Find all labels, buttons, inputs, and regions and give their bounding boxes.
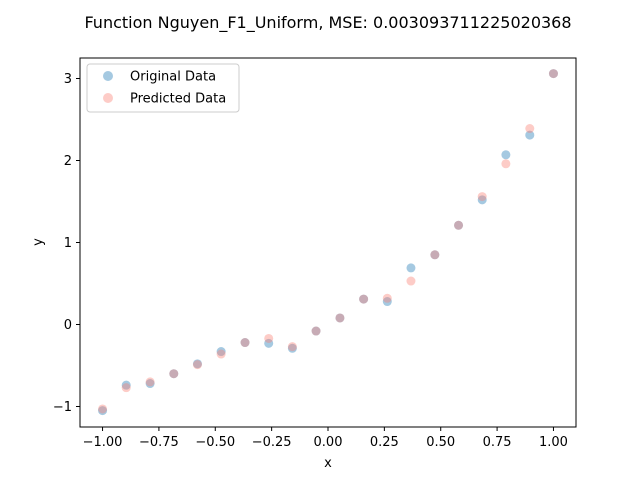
x-tick-label: −0.75 [139, 435, 179, 450]
predicted-data-point [169, 369, 179, 379]
original-data-point [477, 195, 487, 205]
original-data-point [264, 338, 274, 348]
legend-marker-original [103, 71, 113, 81]
y-tick-label: 1 [64, 236, 72, 251]
legend-box [86, 63, 240, 113]
series-predicted-data [98, 69, 558, 414]
y-axis-label: y [31, 238, 46, 246]
legend-label-predicted: Predicted Data [130, 92, 226, 107]
original-data-point [169, 369, 179, 379]
x-tick-label: −0.25 [252, 435, 292, 450]
x-tick-label: 0.00 [314, 435, 343, 450]
plot-marks [98, 69, 558, 416]
x-tick-label: 0.25 [370, 435, 399, 450]
legend-marker-predicted [103, 93, 113, 103]
chart-title: Function Nguyen_F1_Uniform, MSE: 0.00309… [84, 13, 571, 33]
predicted-data-point [121, 383, 131, 393]
original-data-point [359, 294, 369, 304]
y-axis-ticks: −1 0 1 2 3 [53, 72, 80, 415]
original-data-point [548, 69, 558, 79]
legend-label-original: Original Data [130, 70, 216, 85]
original-data-point [98, 406, 108, 416]
x-tick-label: 0.75 [483, 435, 512, 450]
predicted-data-point [240, 338, 250, 348]
x-axis-ticks: −1.00 −0.75 −0.50 −0.25 0.00 0.25 0.50 0.75 1.00 [83, 427, 568, 450]
original-data-point [216, 347, 226, 357]
x-tick-label: −1.00 [83, 435, 123, 450]
predicted-data-point [406, 276, 416, 286]
predicted-data-point [525, 124, 535, 134]
predicted-data-point [501, 159, 511, 169]
predicted-data-point [192, 360, 202, 370]
predicted-data-point [145, 377, 155, 387]
y-tick-label: −1 [53, 400, 72, 415]
y-tick-label: 2 [64, 154, 72, 169]
original-data-point [454, 220, 464, 230]
predicted-data-point [359, 294, 369, 304]
x-axis-label: x [324, 456, 332, 471]
y-tick-label: 3 [64, 72, 72, 87]
predicted-data-point [477, 192, 487, 202]
predicted-data-point [548, 69, 558, 79]
original-data-point [145, 379, 155, 389]
original-data-point [240, 338, 250, 348]
original-data-point [121, 380, 131, 390]
original-data-point [525, 130, 535, 140]
series-original-data [98, 69, 558, 416]
original-data-point [192, 359, 202, 369]
y-tick-label: 0 [64, 318, 72, 333]
predicted-data-point [216, 349, 226, 359]
original-data-point [287, 343, 297, 353]
predicted-data-point [382, 293, 392, 303]
original-data-point [335, 313, 345, 323]
original-data-point [311, 326, 321, 336]
x-tick-label: 0.50 [426, 435, 455, 450]
original-data-point [406, 263, 416, 273]
x-tick-label: 1.00 [539, 435, 568, 450]
predicted-data-point [287, 342, 297, 352]
predicted-data-point [98, 404, 108, 414]
original-data-point [382, 297, 392, 307]
original-data-point [430, 250, 440, 260]
original-data-point [501, 150, 511, 160]
predicted-data-point [454, 220, 464, 230]
predicted-data-point [264, 333, 274, 343]
legend: Original Data Predicted Data [86, 63, 240, 113]
predicted-data-point [430, 250, 440, 260]
predicted-data-point [335, 313, 345, 323]
x-tick-label: −0.50 [195, 435, 235, 450]
predicted-data-point [311, 326, 321, 336]
